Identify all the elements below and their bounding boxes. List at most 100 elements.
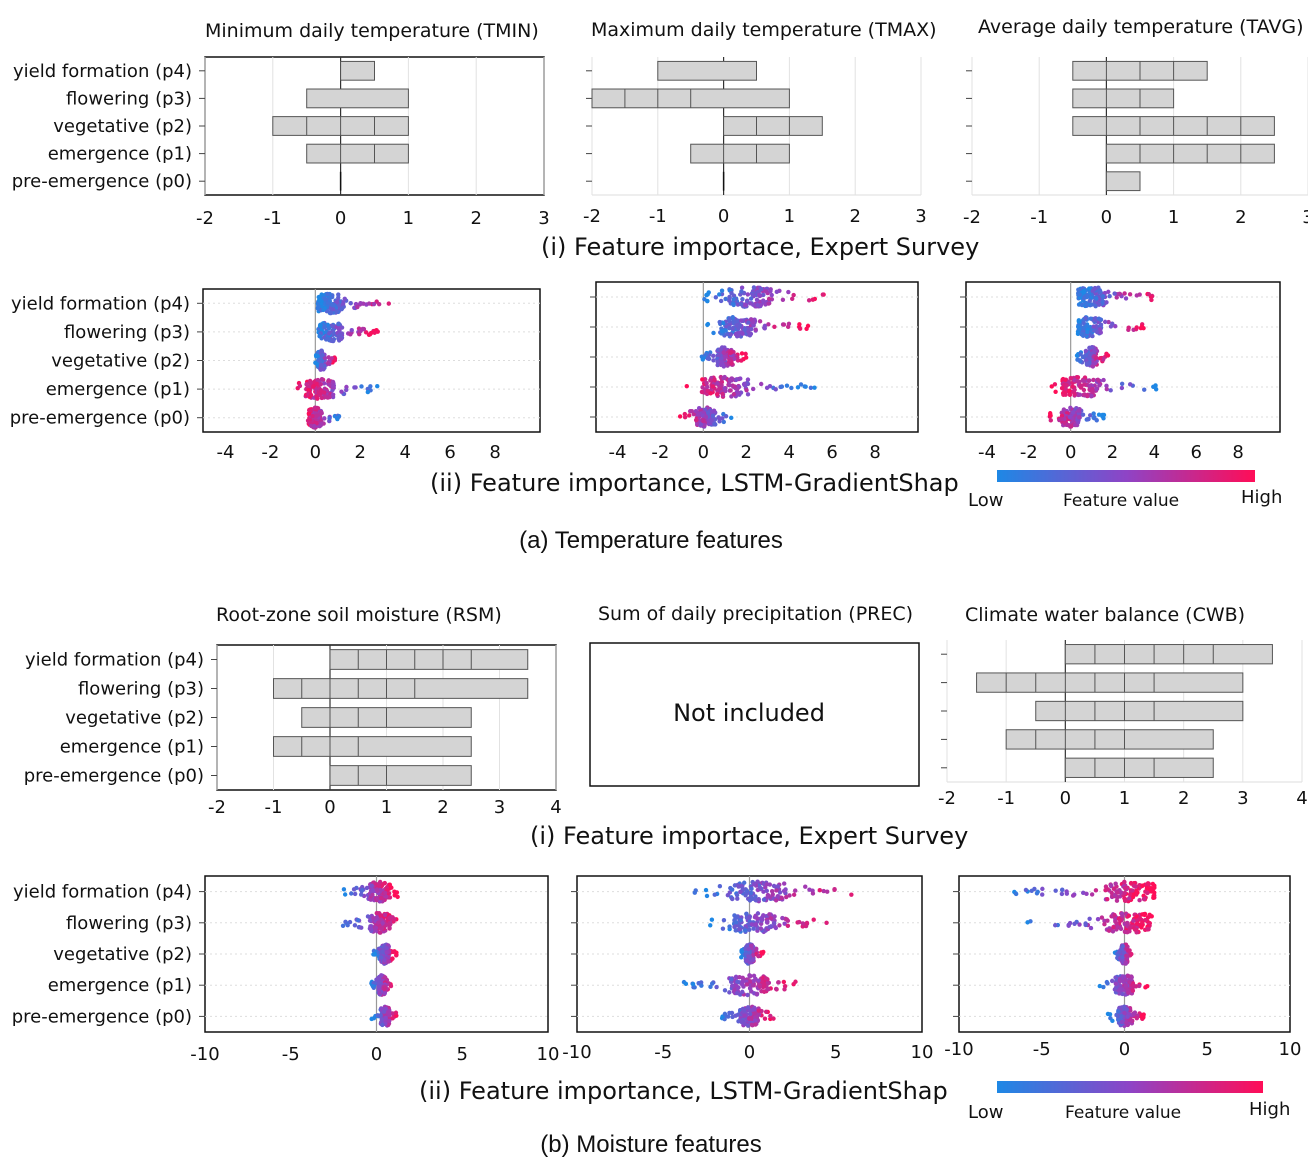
- shap-point: [1109, 978, 1115, 984]
- shap-point: [729, 361, 734, 366]
- shap-point: [382, 880, 387, 886]
- shap-point: [326, 379, 331, 384]
- shap-point: [318, 388, 324, 393]
- shap-point: [756, 1008, 762, 1013]
- x-tick-label: 2: [741, 442, 752, 463]
- shap-point: [725, 1014, 731, 1019]
- y-tick-label: yield formation (p4): [11, 293, 190, 314]
- shap-point: [1081, 288, 1086, 294]
- x-tick-label: 3: [538, 208, 549, 229]
- shap-point: [310, 414, 315, 419]
- shap-point: [1091, 377, 1096, 383]
- shap-point: [700, 377, 705, 382]
- shap-point: [1072, 392, 1077, 397]
- x-tick-label: 2: [1178, 788, 1189, 809]
- shap-point: [717, 386, 722, 391]
- shap-point: [729, 350, 734, 355]
- shap-point: [1106, 928, 1112, 933]
- shap-point: [767, 882, 773, 887]
- x-tick-label: 1: [381, 797, 392, 818]
- shap-point: [753, 894, 758, 899]
- shap-point: [1075, 375, 1081, 380]
- shap-point: [736, 884, 741, 889]
- shap-point: [1117, 917, 1123, 923]
- shap-point: [377, 990, 382, 996]
- shap-point: [1084, 303, 1089, 308]
- shap-point: [832, 886, 837, 892]
- shap-point: [1114, 927, 1119, 932]
- shap-point: [763, 1009, 769, 1015]
- shap-point: [1085, 329, 1090, 335]
- shap-point: [800, 921, 806, 926]
- shap-point: [751, 881, 757, 887]
- shap-point: [1059, 417, 1064, 422]
- shap-point: [1113, 881, 1118, 886]
- shap-point: [349, 328, 354, 333]
- shap-point: [355, 918, 361, 923]
- shap-point: [373, 925, 379, 931]
- shap-point: [1070, 384, 1075, 389]
- shap-point: [359, 384, 364, 389]
- shap-point: [1072, 422, 1078, 428]
- shap-point: [781, 888, 787, 894]
- shap-point: [1140, 920, 1145, 925]
- x-tick-label: -4: [608, 442, 626, 463]
- shap-point: [1130, 888, 1135, 893]
- shap-point: [1072, 387, 1077, 392]
- shap-point: [717, 884, 723, 889]
- shap-point: [1116, 1017, 1121, 1022]
- shap-point: [740, 975, 745, 981]
- shap-point: [1122, 890, 1127, 896]
- shap-point: [371, 915, 376, 921]
- shap-point: [1093, 303, 1098, 309]
- x-tick-label: -1: [264, 208, 282, 229]
- shap-point: [359, 887, 365, 893]
- not-included-note: Not included: [673, 699, 825, 727]
- x-tick-label: 5: [830, 1042, 841, 1063]
- shap-point: [369, 883, 374, 888]
- shap-point: [722, 1011, 728, 1017]
- shap-point: [747, 973, 752, 978]
- shap-point: [781, 322, 787, 327]
- y-tick-label: vegetative (p2): [51, 351, 190, 372]
- shap-point: [1087, 916, 1092, 921]
- x-tick-label: -1: [649, 206, 667, 227]
- shap-point: [731, 302, 736, 308]
- shap-point: [1053, 923, 1058, 928]
- shap-point: [325, 336, 331, 342]
- plot-frame: [589, 642, 920, 787]
- shap-point: [736, 333, 741, 338]
- shap-point: [759, 979, 765, 985]
- colorbar-title: Feature value: [1065, 1103, 1181, 1123]
- shap-point: [735, 318, 741, 323]
- shap-point: [773, 898, 779, 903]
- shap-point: [1118, 978, 1123, 983]
- shap-point: [306, 411, 312, 416]
- shap-point: [806, 298, 812, 303]
- colorbar-high-label: High: [1249, 1099, 1290, 1120]
- bar: [657, 60, 757, 81]
- bar: [340, 60, 376, 81]
- shap-point: [747, 927, 752, 932]
- shap-point: [780, 915, 785, 921]
- shap-point: [1098, 317, 1104, 322]
- panel-title-tavg: Average daily temperature (TAVG): [978, 16, 1304, 38]
- shap-point: [1096, 302, 1102, 307]
- shap-point: [758, 926, 764, 931]
- shap-point: [744, 888, 750, 893]
- panel-title-rsm: Root-zone soil moisture (RSM): [216, 604, 502, 626]
- shap-point: [334, 309, 339, 314]
- shap-point: [372, 951, 378, 957]
- shap-point: [753, 922, 758, 927]
- bar: [273, 678, 529, 699]
- colorbar-gradient: [997, 1081, 1263, 1093]
- shap-point: [713, 422, 718, 427]
- chart-prec-expert-survey: Not included: [589, 642, 920, 787]
- shap-point: [1087, 298, 1092, 304]
- shap-point: [700, 357, 705, 362]
- shap-point: [336, 292, 341, 297]
- shap-point: [740, 331, 745, 336]
- shap-point: [748, 890, 754, 896]
- shap-point: [752, 1011, 757, 1016]
- shap-point: [738, 376, 743, 381]
